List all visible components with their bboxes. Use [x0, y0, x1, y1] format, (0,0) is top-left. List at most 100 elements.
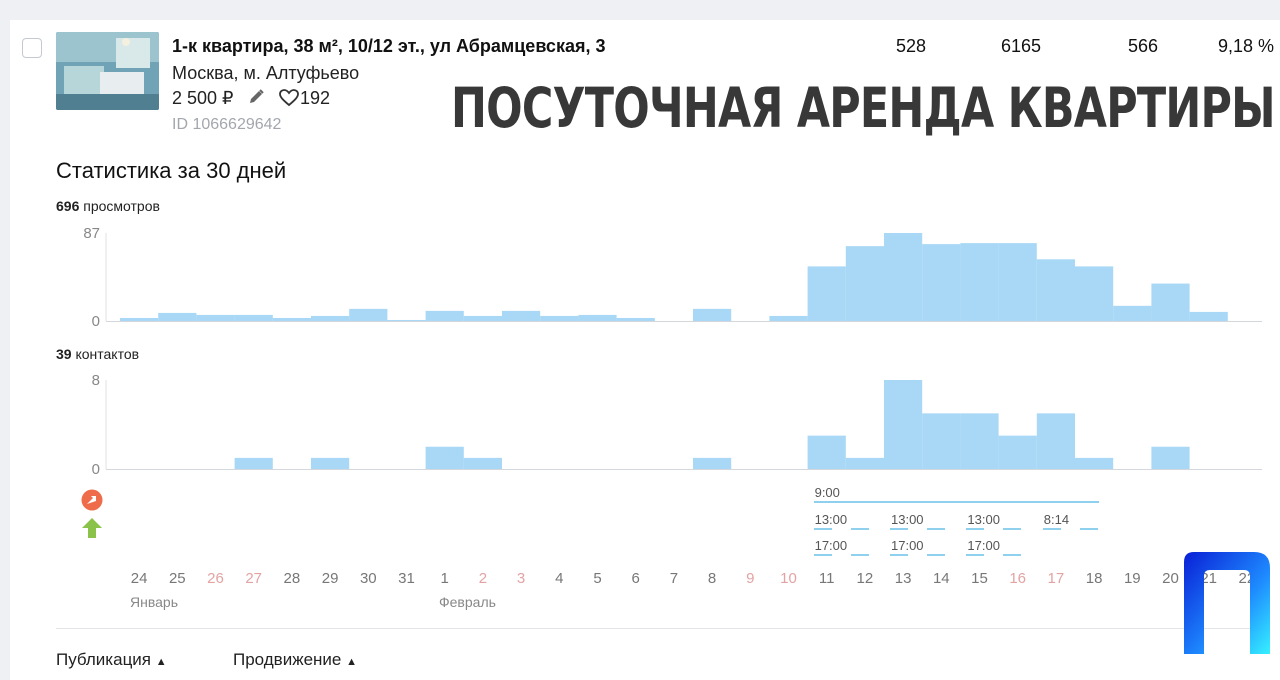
- chart-bar: [616, 317, 655, 321]
- y-tick-label: 0: [92, 313, 100, 330]
- stat-value-4: 9,18 %: [1217, 36, 1274, 56]
- contacts-count: 39: [56, 346, 72, 362]
- favorites-count: 192: [300, 88, 331, 108]
- chart-bar: [311, 315, 350, 321]
- views-count: 696: [56, 198, 80, 214]
- schedule-line: [850, 554, 869, 556]
- stats-charts: 87 0 8 0: [83, 225, 1262, 478]
- chart-bar: [960, 243, 999, 321]
- day-label: 27: [245, 570, 263, 587]
- chart-bar: [463, 315, 502, 321]
- listing-title[interactable]: 1-к квартира, 38 м², 10/12 эт., ул Абрам…: [172, 36, 606, 56]
- heart-icon[interactable]: [279, 89, 299, 107]
- listing-id: ID 1066629642: [172, 116, 282, 133]
- schedule-time-label: 9:00: [814, 485, 840, 500]
- month-january: Январь: [130, 594, 178, 610]
- chart-bar: [158, 312, 197, 321]
- chart-bar: [845, 457, 884, 469]
- schedule-line: [813, 501, 1100, 503]
- stat-value-1: 528: [895, 36, 926, 56]
- chart-bar: [807, 266, 846, 321]
- schedule-time-label: 17:00: [967, 538, 1000, 553]
- chart-bar: [502, 310, 541, 321]
- chart-bar: [1036, 413, 1075, 469]
- chart-bar: [120, 317, 159, 321]
- day-label: 26: [207, 570, 224, 587]
- day-label: 16: [1009, 570, 1027, 587]
- select-checkbox[interactable]: [22, 38, 42, 58]
- month-february: Февраль: [439, 594, 496, 610]
- chart-bar: [693, 457, 732, 469]
- chart-bar: [234, 457, 273, 469]
- chart-bar: [884, 233, 923, 321]
- tab-publication-label: Публикация: [56, 650, 152, 669]
- day-label: 25: [168, 570, 186, 587]
- chart-bar: [1075, 457, 1114, 469]
- arrow-up-icon[interactable]: [81, 517, 103, 539]
- logo-icon: [1180, 550, 1272, 658]
- schedule-line: [927, 528, 945, 530]
- listing-photo[interactable]: [56, 32, 159, 110]
- day-label: 6: [631, 570, 640, 587]
- day-label: 5: [593, 570, 602, 587]
- tab-promotion[interactable]: Продвижение ▲: [233, 650, 357, 670]
- listing-location: Москва, м. Алтуфьево: [172, 63, 360, 83]
- day-label: 14: [932, 570, 950, 587]
- chart-bar: [807, 435, 846, 469]
- chart-bar: [196, 314, 235, 321]
- day-label: 8: [707, 570, 717, 587]
- chart-bar: [693, 308, 732, 321]
- day-label: 19: [1123, 570, 1141, 587]
- chart-bar: [540, 315, 579, 321]
- schedule-time-label: 17:00: [814, 538, 848, 553]
- day-label: 20: [1162, 570, 1179, 587]
- chart-bar: [425, 310, 464, 321]
- day-label: 11: [818, 570, 835, 587]
- chart-bar: [922, 413, 961, 469]
- chart-bar: [387, 319, 426, 321]
- chart-bar: [960, 413, 999, 469]
- edit-pencil-icon[interactable]: [246, 87, 266, 107]
- day-label: 1: [440, 570, 449, 587]
- day-axis: 24 25 26 27 28 29 30 31 1 2 3 4 5 6 7 8 9 10 11 12 13 14 15 16 1…: [0, 570, 1280, 592]
- chart-bar: [1075, 266, 1114, 321]
- views-metric: 696 просмотров: [56, 198, 160, 214]
- y-tick-label: 8: [92, 372, 100, 389]
- day-label: 9: [746, 570, 755, 587]
- day-label: 10: [780, 570, 797, 587]
- tab-publication[interactable]: Публикация ▲: [56, 650, 167, 670]
- sort-caret-icon: ▲: [155, 656, 167, 668]
- day-label: 13: [894, 570, 912, 587]
- chart-bar: [998, 243, 1037, 321]
- schedule-line: [890, 554, 908, 556]
- tab-promotion-label: Продвижение: [233, 650, 342, 669]
- schedule-time-label: 13:00: [814, 512, 848, 527]
- chart-bar: [1113, 305, 1152, 321]
- chart-bar: [578, 314, 617, 321]
- stat-value-2: 6165: [1000, 36, 1041, 56]
- rocket-promo-icon[interactable]: [81, 489, 103, 511]
- schedule-line: [1003, 554, 1022, 556]
- listing-card: [10, 20, 1280, 680]
- day-label: 28: [283, 570, 301, 587]
- chart-bar: [272, 317, 311, 321]
- chart-bar: [1151, 446, 1190, 469]
- stat-value-3: 566: [1127, 36, 1158, 56]
- contacts-metric: 39 контактов: [56, 346, 139, 362]
- schedule-line: [966, 528, 985, 530]
- overlay-title: ПОСУТОЧНАЯ АРЕНДА КВАРТИРЫ: [451, 76, 1276, 140]
- schedule-line: [1042, 528, 1061, 530]
- day-label: 17: [1047, 570, 1065, 587]
- chart-bar: [1151, 283, 1190, 321]
- day-label: 30: [359, 570, 377, 587]
- day-label: 18: [1085, 570, 1103, 587]
- chart-bar: [769, 315, 808, 321]
- day-label: 4: [555, 570, 564, 587]
- schedule-line: [890, 528, 908, 530]
- chart-bar: [845, 246, 884, 321]
- y-tick-label: 87: [83, 225, 100, 242]
- day-label: 29: [321, 570, 339, 587]
- schedule-time-label: 13:00: [967, 512, 1000, 527]
- section-divider: [56, 628, 1266, 629]
- chart-bar: [425, 446, 464, 469]
